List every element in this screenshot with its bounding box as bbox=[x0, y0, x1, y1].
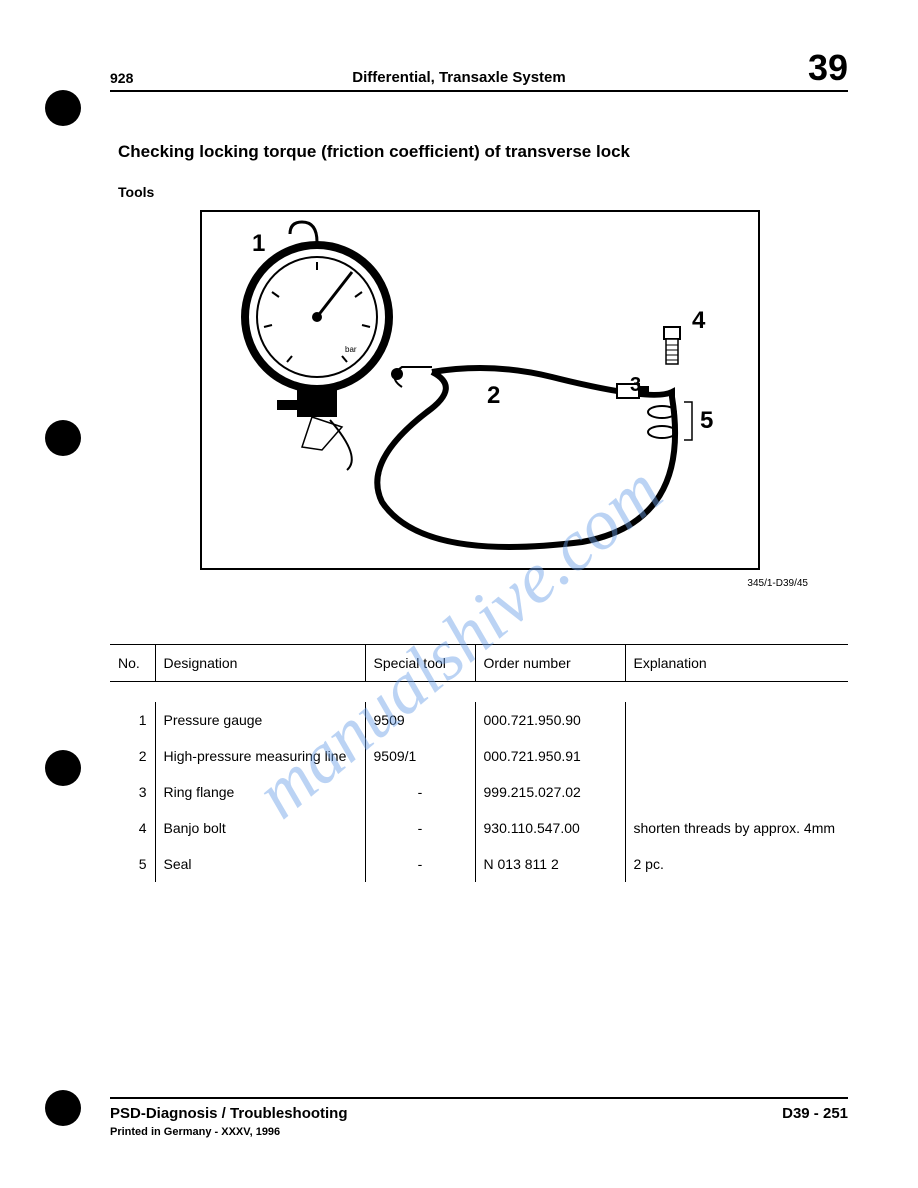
cell-explanation bbox=[625, 774, 848, 810]
cell-tool: - bbox=[365, 810, 475, 846]
hole-punch-mark bbox=[45, 750, 81, 786]
tools-diagram-svg: bar bbox=[202, 212, 762, 572]
figure-label-3: 3 bbox=[630, 374, 641, 397]
cell-order: N 013 811 2 bbox=[475, 846, 625, 882]
hole-punch-mark bbox=[45, 420, 81, 456]
page-header: 928 Differential, Transaxle System 39 bbox=[110, 50, 848, 92]
table-row: 2 High-pressure measuring line 9509/1 00… bbox=[110, 738, 848, 774]
cell-designation: High-pressure measuring line bbox=[155, 738, 365, 774]
table-row: 5 Seal - N 013 811 2 2 pc. bbox=[110, 846, 848, 882]
cell-explanation bbox=[625, 702, 848, 738]
table-row: 3 Ring flange - 999.215.027.02 bbox=[110, 774, 848, 810]
cell-designation: Pressure gauge bbox=[155, 702, 365, 738]
col-designation: Designation bbox=[155, 645, 365, 682]
cell-explanation: shorten threads by approx. 4mm bbox=[625, 810, 848, 846]
cell-explanation: 2 pc. bbox=[625, 846, 848, 882]
footer-print-info: Printed in Germany - XXXV, 1996 bbox=[110, 1126, 348, 1138]
col-order-number: Order number bbox=[475, 645, 625, 682]
figure-label-1: 1 bbox=[252, 230, 265, 258]
cell-designation: Banjo bolt bbox=[155, 810, 365, 846]
col-no: No. bbox=[110, 645, 155, 682]
footer-title: PSD-Diagnosis / Troubleshooting bbox=[110, 1105, 348, 1122]
cell-no: 5 bbox=[110, 846, 155, 882]
table-header-row: No. Designation Special tool Order numbe… bbox=[110, 645, 848, 682]
cell-no: 2 bbox=[110, 738, 155, 774]
cell-order: 000.721.950.90 bbox=[475, 702, 625, 738]
cell-designation: Ring flange bbox=[155, 774, 365, 810]
model-number: 928 bbox=[110, 70, 133, 86]
tools-figure: bar bbox=[200, 210, 760, 570]
col-special-tool: Special tool bbox=[365, 645, 475, 682]
col-explanation: Explanation bbox=[625, 645, 848, 682]
page-footer: PSD-Diagnosis / Troubleshooting Printed … bbox=[110, 1097, 848, 1138]
section-number: 39 bbox=[808, 50, 848, 86]
cell-no: 1 bbox=[110, 702, 155, 738]
cell-order: 000.721.950.91 bbox=[475, 738, 625, 774]
cell-order: 930.110.547.00 bbox=[475, 810, 625, 846]
footer-page-number: D39 - 251 bbox=[782, 1105, 848, 1138]
figure-caption: 345/1-D39/45 bbox=[110, 578, 808, 589]
cell-tool: 9509 bbox=[365, 702, 475, 738]
cell-designation: Seal bbox=[155, 846, 365, 882]
cell-no: 4 bbox=[110, 810, 155, 846]
tools-heading: Tools bbox=[118, 184, 848, 200]
figure-label-5: 5 bbox=[700, 407, 713, 435]
system-title: Differential, Transaxle System bbox=[352, 69, 565, 86]
tools-table: No. Designation Special tool Order numbe… bbox=[110, 644, 848, 882]
figure-label-4: 4 bbox=[692, 307, 705, 335]
cell-no: 3 bbox=[110, 774, 155, 810]
cell-order: 999.215.027.02 bbox=[475, 774, 625, 810]
svg-text:bar: bar bbox=[345, 345, 357, 354]
page-title: Checking locking torque (friction coeffi… bbox=[118, 142, 848, 162]
cell-tool: - bbox=[365, 774, 475, 810]
figure-label-2: 2 bbox=[487, 382, 500, 410]
hole-punch-mark bbox=[45, 1090, 81, 1126]
hole-punch-mark bbox=[45, 90, 81, 126]
cell-explanation bbox=[625, 738, 848, 774]
table-row: 1 Pressure gauge 9509 000.721.950.90 bbox=[110, 702, 848, 738]
table-row: 4 Banjo bolt - 930.110.547.00 shorten th… bbox=[110, 810, 848, 846]
cell-tool: - bbox=[365, 846, 475, 882]
cell-tool: 9509/1 bbox=[365, 738, 475, 774]
